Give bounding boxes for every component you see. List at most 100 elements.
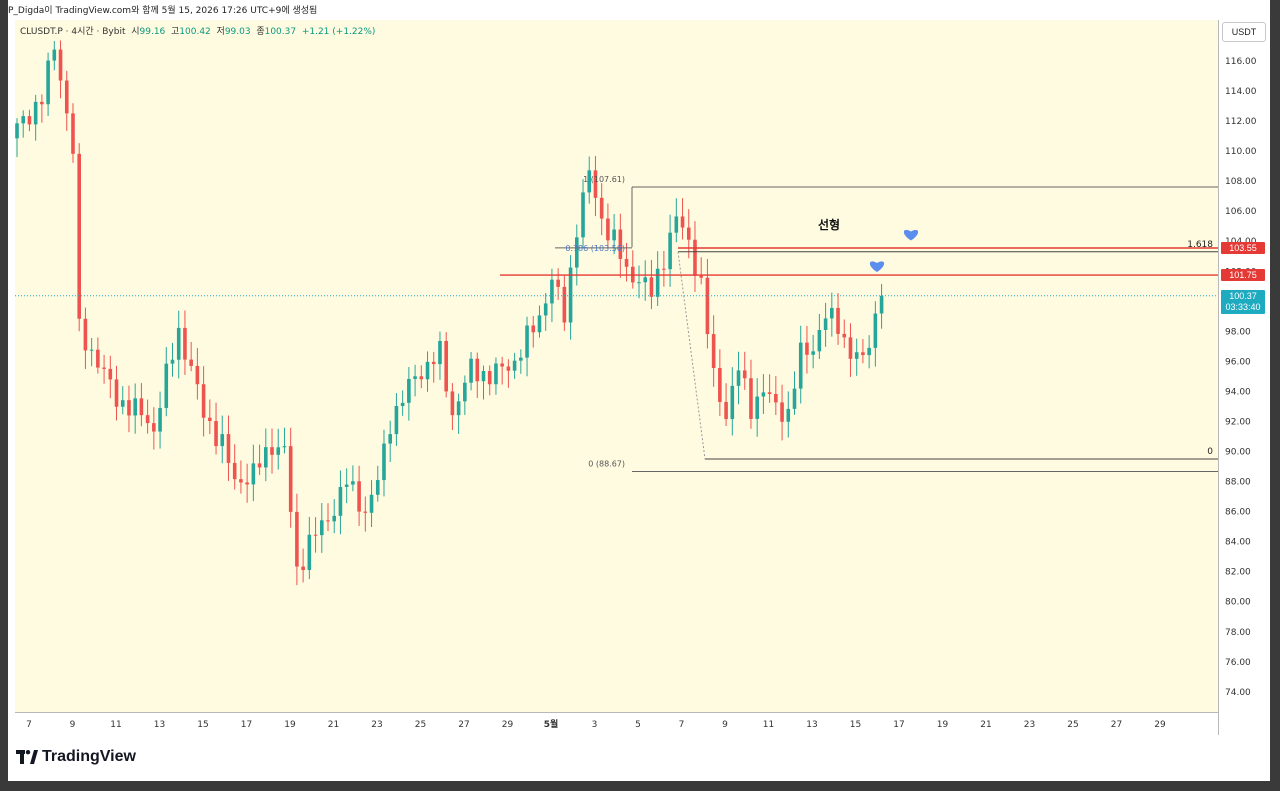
candle-body [662, 268, 666, 270]
candle [264, 428, 268, 482]
candle [581, 179, 585, 248]
candle-body [873, 313, 878, 348]
candle [550, 268, 554, 323]
candle [394, 393, 399, 446]
candle [58, 40, 63, 99]
ext-diagonal [677, 251, 706, 460]
candle [282, 427, 287, 454]
y-tick-label: 88.00 [1225, 478, 1251, 488]
y-tick-label: 92.00 [1225, 417, 1251, 427]
ext-label-0: 0 [1207, 447, 1213, 457]
snapshot-caption: P_Digda이 TradingView.com와 함께 5월 15, 2026… [8, 6, 318, 16]
candle [33, 94, 38, 141]
candle [792, 371, 797, 415]
candle-body [419, 376, 424, 380]
x-tick-label: 7 [679, 720, 685, 730]
candle-body [52, 49, 57, 61]
candle-body [301, 566, 305, 571]
change-value: +1.21 (+1.22%) [301, 27, 376, 37]
heart-icon [869, 261, 885, 273]
x-tick-label: 9 [722, 720, 728, 730]
candle [519, 349, 523, 374]
candle-body [556, 279, 560, 287]
candle [170, 342, 175, 377]
currency-unit-button[interactable]: USDT [1222, 22, 1266, 42]
candle-body [369, 494, 374, 513]
candle-body [550, 279, 554, 304]
candle-body [40, 101, 44, 105]
candle-body [189, 359, 193, 366]
candle [375, 465, 380, 502]
candlestick-chart[interactable]: 1 (107.61) 0.786 (103.56) 0 (88.67) 1.618 0 선… [15, 20, 1218, 712]
price-axis[interactable]: 116.00114.00112.00110.00108.00106.00104.… [1218, 20, 1269, 735]
symbol-label: CLUSDT.P · 4시간 · Bybit [20, 27, 126, 37]
candle-body [357, 481, 361, 512]
candle [711, 315, 716, 387]
x-tick-label: 29 [502, 720, 514, 730]
time-axis[interactable]: 7 9 11 13 15 17 19 21 23 25 27 29 5월 3 5 7 9 11 13 15 17 19 21… [15, 712, 1218, 736]
candle [512, 352, 517, 379]
chart-plot-area[interactable]: 1 (107.61) 0.786 (103.56) 0 (88.67) 1.618 0 선… [15, 20, 1218, 712]
candle [52, 40, 57, 71]
candle-body [655, 268, 660, 297]
y-tick-label: 94.00 [1225, 387, 1251, 397]
time-axis-labels: 7 9 11 13 15 17 19 21 23 25 27 29 5월 3 5 7 9 11 13 15 17 19 21… [26, 718, 1166, 730]
x-tick-label: 19 [284, 720, 296, 730]
candle [251, 444, 256, 502]
ext-label-1618: 1.618 [1187, 240, 1213, 250]
candle-body [307, 534, 312, 571]
open-label: 시 [131, 27, 140, 37]
candle [630, 250, 635, 289]
candle-body [581, 192, 585, 238]
candle-body [749, 378, 753, 419]
level-price-tag-103-55: 103.55 [1221, 241, 1265, 254]
x-tick-label: 25 [1067, 720, 1078, 730]
y-tick-label: 80.00 [1225, 598, 1251, 608]
x-tick-label: 21 [328, 720, 339, 730]
candle-body [500, 363, 504, 367]
candle [599, 183, 604, 236]
candle [363, 496, 368, 532]
last-price-value: 100.37 [1229, 290, 1257, 301]
x-tick-label: 13 [154, 720, 165, 730]
candle-body [823, 318, 828, 331]
candle [568, 255, 573, 340]
x-tick-label: 15 [197, 720, 208, 730]
candle [195, 348, 200, 400]
candle [158, 391, 162, 449]
candle [693, 221, 697, 292]
x-tick-label: 21 [980, 720, 991, 730]
candle [823, 302, 828, 347]
candle [189, 341, 193, 372]
x-tick-label: 19 [937, 720, 949, 730]
candle [21, 110, 26, 138]
x-tick-label: 27 [1111, 720, 1122, 730]
candle-body [245, 482, 249, 485]
candle [444, 332, 448, 398]
candle-body [817, 330, 822, 352]
low-value: 99.03 [224, 27, 251, 37]
x-tick-label: 5월 [544, 718, 559, 730]
candle [64, 70, 69, 131]
candle [749, 359, 753, 429]
candle [805, 325, 809, 374]
y-tick-label: 90.00 [1225, 448, 1251, 458]
heart-icon [903, 229, 919, 241]
candle-body [71, 113, 75, 154]
tradingview-logo[interactable]: TradingView [16, 748, 136, 766]
candle [120, 386, 125, 415]
x-tick-label: 7 [26, 720, 32, 730]
candle-body [388, 434, 392, 444]
candle [836, 293, 840, 345]
candle-body [780, 402, 784, 422]
last-price-tag: 100.37 03:33:40 [1221, 289, 1265, 314]
candle [326, 503, 330, 532]
candle-body [786, 408, 791, 422]
candle [220, 415, 225, 464]
candle-body [145, 415, 150, 424]
candle [438, 331, 442, 380]
annotation-text: 선형 [818, 217, 840, 232]
candle [226, 415, 231, 481]
candle-body [879, 295, 884, 314]
candle [525, 316, 529, 377]
